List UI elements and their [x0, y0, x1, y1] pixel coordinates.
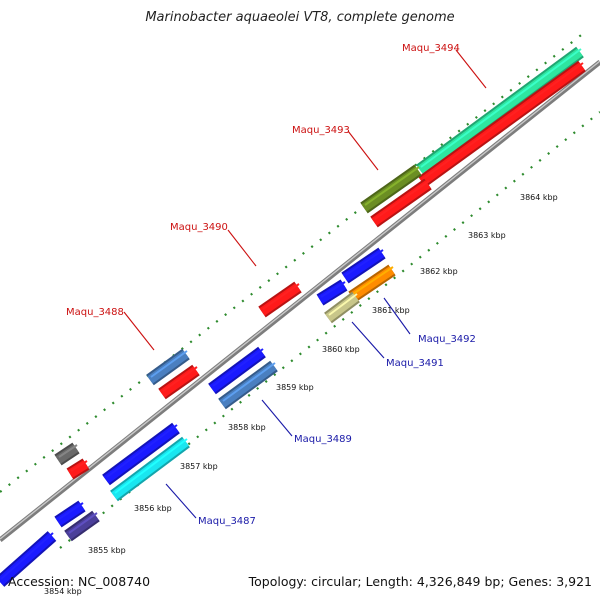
label-leaders — [123, 49, 487, 519]
upper-dotted-guide — [0, 31, 586, 493]
gene-arrow-small-blue — [54, 500, 86, 528]
kbp-label: 3859 kbp — [276, 383, 314, 392]
leader-line — [351, 321, 385, 359]
gene-features — [0, 46, 586, 587]
gene-labels: Maqu_3494 Maqu_3493 Maqu_3490 Maqu_3488 Maqu… — [66, 43, 476, 527]
kbp-label: 3862 kbp — [420, 267, 458, 276]
gene-arrow-small-red — [66, 458, 90, 480]
gene-label-top-3490: Maqu_3490 — [170, 222, 228, 233]
kbp-label: 3864 kbp — [520, 193, 558, 202]
gene-arrow-3492b — [316, 279, 348, 306]
gene-label-bot-3487: Maqu_3487 — [198, 516, 256, 527]
gene-arrow-3489 — [218, 360, 278, 410]
gene-arrow-small-indigo — [64, 510, 100, 542]
gene-label-top-3493: Maqu_3493 — [292, 125, 350, 136]
gene-arrow-3491 — [324, 291, 360, 324]
gene-arrow-3493 — [360, 164, 422, 214]
gene-arrow-3488 — [146, 348, 190, 386]
leader-line — [261, 399, 293, 437]
gene-label-bot-3489: Maqu_3489 — [294, 434, 352, 445]
accession-label: Accession: NC_008740 — [8, 574, 151, 589]
gene-arrow-3489a — [208, 346, 266, 395]
kbp-label: 3858 kbp — [228, 423, 266, 432]
kbp-label: 3857 kbp — [180, 462, 218, 471]
kbp-label: 3855 kbp — [88, 546, 126, 555]
kbp-label: 3854 kbp — [44, 587, 82, 596]
gene-arrow-3492a — [341, 247, 386, 284]
kbp-label: 3860 kbp — [322, 345, 360, 354]
leader-line — [123, 311, 155, 351]
gene-arrow-small-grey — [54, 442, 80, 466]
gene-arrow-edge — [0, 531, 57, 587]
leader-line — [165, 483, 197, 519]
gene-label-top-3494: Maqu_3494 — [402, 43, 460, 54]
kbp-label: 3863 kbp — [468, 231, 506, 240]
gene-label-bot-3491: Maqu_3491 — [386, 358, 444, 369]
gene-arrow-3492 — [348, 264, 396, 303]
gene-arrow-3494 — [416, 46, 584, 176]
map-title: Marinobacter aquaeolei VT8, complete gen… — [145, 10, 455, 25]
gene-label-top-3488: Maqu_3488 — [66, 307, 124, 318]
gene-arrow-3490 — [258, 281, 302, 318]
kbp-label: 3856 kbp — [134, 504, 172, 513]
kbp-label: 3861 kbp — [372, 306, 410, 315]
kbp-tick-labels: 3854 kbp 3855 kbp 3856 kbp 3857 kbp 3858 kbp… — [44, 193, 558, 596]
leader-line — [455, 49, 487, 89]
leader-line — [347, 130, 379, 171]
leader-line — [227, 229, 257, 267]
genome-backbone-highlight — [0, 60, 600, 540]
gene-label-bot-3492: Maqu_3492 — [418, 334, 476, 345]
gene-arrow-3493b — [370, 178, 432, 228]
gene-arrow-3488b — [158, 364, 200, 400]
gene-arrow-3487 — [110, 436, 190, 502]
genome-summary: Topology: circular; Length: 4,326,849 bp… — [248, 574, 592, 589]
genome-backbone — [0, 60, 600, 542]
leader-line — [383, 297, 411, 335]
gene-arrow-3487a — [102, 422, 180, 486]
gene-arrow-3494b — [418, 60, 586, 188]
